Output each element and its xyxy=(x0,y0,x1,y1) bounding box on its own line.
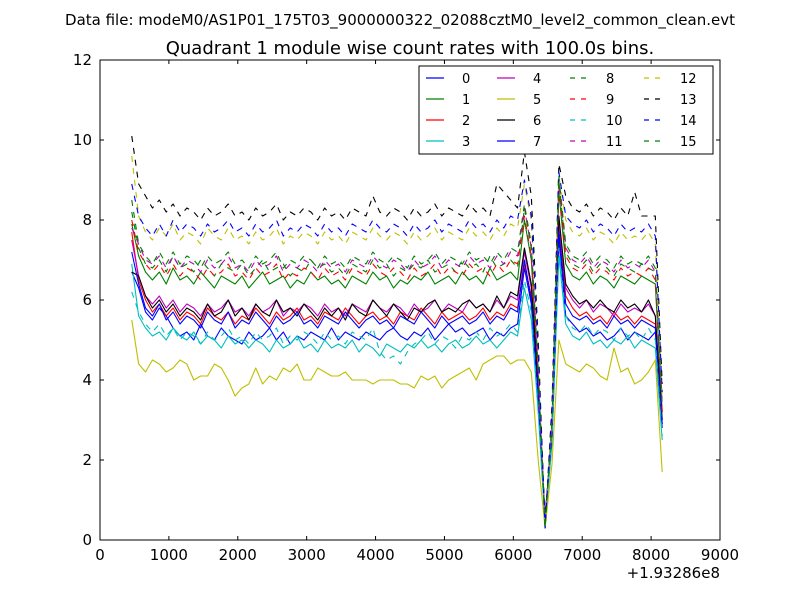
legend-label-7: 7 xyxy=(533,135,541,150)
legend-label-12: 12 xyxy=(680,72,697,87)
x-tick-label: 9000 xyxy=(701,546,739,564)
series-12-line xyxy=(131,155,663,529)
x-tick-label: 1000 xyxy=(150,546,188,564)
y-tick-label: 4 xyxy=(82,371,92,389)
series-6-line xyxy=(131,215,663,521)
plot-area: 0 1000 2000 3000 4000 5000 6000 7000 8000 9000 0 2… xyxy=(73,51,739,564)
series-5-line xyxy=(131,319,663,529)
legend-label-6: 6 xyxy=(533,114,541,129)
figure-suptitle: Data file: modeM0/AS1P01_175T03_90000003… xyxy=(65,11,735,30)
y-tick-label: 6 xyxy=(82,291,92,309)
series-0-line xyxy=(131,239,663,517)
x-tick-label: 6000 xyxy=(494,546,532,564)
legend-label-2: 2 xyxy=(462,114,470,129)
x-axis: 0 1000 2000 3000 4000 5000 6000 7000 8000 9000 xyxy=(95,60,739,564)
legend-label-10: 10 xyxy=(606,114,623,129)
series-7-line xyxy=(131,231,663,517)
x-tick-label: 8000 xyxy=(632,546,670,564)
series-10-line xyxy=(131,247,663,525)
y-tick-label: 12 xyxy=(73,51,92,69)
x-tick-label: 5000 xyxy=(425,546,463,564)
x-tick-label: 0 xyxy=(95,546,105,564)
y-tick-label: 8 xyxy=(82,211,92,229)
series-2-line xyxy=(131,227,663,521)
x-tick-label: 4000 xyxy=(356,546,394,564)
series-layer xyxy=(131,135,663,529)
series-8-line xyxy=(131,179,663,529)
series-4-line xyxy=(131,219,663,521)
legend-label-4: 4 xyxy=(533,72,541,87)
x-tick-label: 3000 xyxy=(288,546,326,564)
legend-label-0: 0 xyxy=(462,72,470,87)
y-tick-label: 0 xyxy=(82,531,92,549)
x-tick-label: 2000 xyxy=(219,546,257,564)
series-14-line xyxy=(131,171,663,529)
y-tick-label: 2 xyxy=(82,451,92,469)
series-13-line xyxy=(131,135,663,529)
x-tick-label: 7000 xyxy=(563,546,601,564)
legend-label-14: 14 xyxy=(680,114,697,129)
y-tick-label: 10 xyxy=(73,131,92,149)
x-offset-label: +1.93286e8 xyxy=(627,564,720,582)
series-9-line xyxy=(131,187,663,525)
legend-box xyxy=(418,65,714,155)
series-11-line xyxy=(131,179,663,525)
legend-label-1: 1 xyxy=(462,93,470,108)
legend-label-5: 5 xyxy=(533,93,541,108)
legend-label-3: 3 xyxy=(462,135,470,150)
series-1-line xyxy=(131,191,663,529)
legend-label-13: 13 xyxy=(680,93,697,108)
legend-label-11: 11 xyxy=(606,135,623,150)
chart-title: Quadrant 1 module wise count rates with … xyxy=(166,38,655,59)
series-15-line xyxy=(131,175,663,529)
series-3-line xyxy=(131,255,663,525)
legend-label-15: 15 xyxy=(680,135,697,150)
legend-label-8: 8 xyxy=(606,72,614,87)
legend-label-9: 9 xyxy=(606,93,614,108)
